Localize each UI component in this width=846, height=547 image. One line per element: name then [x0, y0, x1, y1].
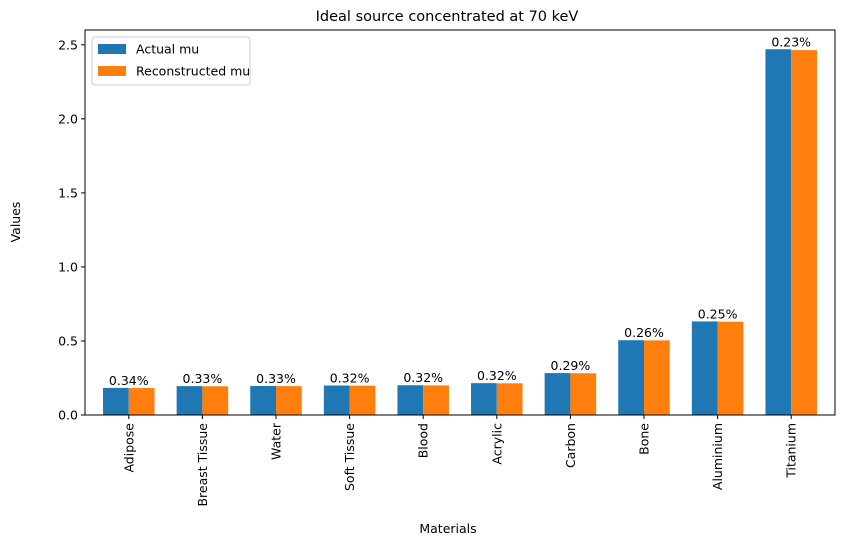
bar-actual	[250, 385, 276, 415]
bar-actual	[471, 383, 497, 415]
bar-reconstructed	[202, 386, 229, 415]
plot-frame	[84, 29, 836, 416]
y-axis: 0.0 0.5 1.0 1.5 2.0 2.5	[58, 37, 85, 423]
bars-layer	[103, 49, 817, 416]
bar-data-label: 0.25%	[698, 306, 738, 321]
y-tick-label: 2.5	[58, 37, 78, 52]
bar-actual	[176, 386, 203, 416]
legend-swatch	[98, 44, 126, 54]
legend-box	[91, 36, 251, 86]
bar-reconstructed	[644, 340, 670, 415]
bar-data-label: 0.32%	[403, 370, 443, 385]
legend-label: Actual mu	[136, 42, 199, 57]
x-tick-label: Bone	[637, 423, 652, 455]
bar-reconstructed	[717, 321, 744, 415]
x-tick-label: Titanium	[784, 423, 799, 479]
bar-actual	[765, 49, 792, 415]
y-tick-label: 2.0	[58, 111, 78, 126]
y-tick-label: 0.5	[58, 333, 78, 348]
bar-reconstructed	[349, 385, 376, 415]
x-tick-label: Soft Tissue	[342, 423, 357, 491]
bar-reconstructed	[496, 383, 523, 415]
data-labels-layer: 0.34% 0.33% 0.33% 0.32% 0.32% 0.32% 0.29% 0.26%…	[109, 34, 811, 388]
bar-data-label: 0.26%	[624, 325, 664, 340]
bar-reconstructed	[791, 50, 817, 415]
legend-label: Reconstructed mu	[136, 64, 250, 79]
bar-data-label: 0.23%	[771, 34, 811, 49]
bar-actual	[397, 385, 424, 415]
bar-reconstructed	[423, 385, 449, 415]
bar-data-label: 0.32%	[477, 368, 517, 383]
bar-actual	[618, 340, 644, 415]
y-tick-label: 1.0	[58, 259, 78, 274]
legend-swatch	[98, 66, 126, 76]
chart-title: Ideal source concentrated at 70 keV	[316, 9, 579, 25]
x-tick-label: Blood	[416, 423, 431, 458]
bar-data-label: 0.33%	[183, 371, 223, 386]
bar-actual	[323, 385, 350, 415]
bar-actual	[691, 321, 718, 415]
x-tick-label: Adipose	[121, 423, 136, 473]
x-tick-label: Carbon	[563, 423, 578, 468]
bar-data-label: 0.34%	[109, 373, 149, 388]
x-tick-label: Aluminium	[710, 423, 725, 490]
bar-data-label: 0.33%	[256, 371, 296, 386]
bar-data-label: 0.29%	[551, 358, 591, 373]
y-axis-label: Values	[8, 202, 23, 243]
x-tick-label: Breast Tissue	[195, 423, 210, 507]
bar-data-label: 0.32%	[330, 371, 370, 386]
bar-actual	[103, 387, 129, 415]
x-axis-label: Materials	[419, 521, 476, 536]
bar-reconstructed	[128, 388, 155, 415]
legend: Actual mu Reconstructed mu	[91, 36, 251, 86]
y-tick-label: 0.0	[58, 408, 78, 423]
bar-reconstructed	[570, 373, 597, 415]
x-tick-label: Acrylic	[489, 423, 504, 465]
bar-actual	[544, 373, 571, 415]
y-tick-label: 1.5	[58, 185, 78, 200]
bar-reconstructed	[276, 386, 302, 416]
x-tick-label: Water	[269, 422, 284, 460]
x-axis: Adipose Breast Tissue Water Soft Tissue Bloo…	[121, 415, 799, 507]
